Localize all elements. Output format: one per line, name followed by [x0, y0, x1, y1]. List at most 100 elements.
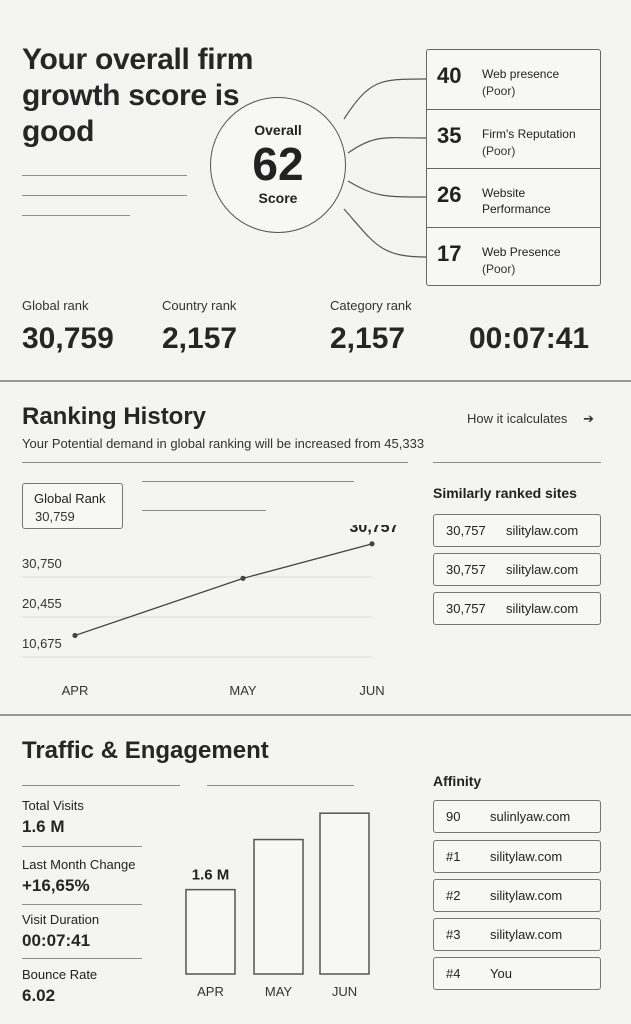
similar-site-row[interactable]: 30,757 silitylaw.com [433, 514, 601, 547]
metric-label: Web Presence [482, 245, 561, 259]
country-rank-value: 2,157 [162, 322, 238, 355]
metric-value: 26 [437, 182, 462, 207]
series-line [74, 543, 373, 637]
x-tick-label: MAY [229, 683, 257, 698]
metric-value: 40 [437, 63, 462, 88]
page-title: Your overall firm growth score is good [22, 43, 254, 148]
score-sub-label: Score [258, 190, 298, 206]
divider [22, 958, 142, 959]
metric-label: Firm's Reputation [482, 127, 576, 141]
bar [185, 888, 236, 975]
ranking-line-chart: 30,750 20,455 10,675 30,757 APR MAY JUN [22, 525, 399, 698]
metric-status: (Poor) [482, 144, 516, 158]
metric-label: Website Performance [482, 186, 551, 216]
affinity-site: silitylaw.com [490, 927, 563, 942]
stat-value: 1.6 M [22, 817, 65, 836]
metric-web-presence-2[interactable]: 17 Web Presence (Poor) [427, 227, 600, 286]
x-tick-label: MAY [265, 984, 293, 999]
similar-sites-title: Similarly ranked sites [433, 485, 577, 501]
affinity-rank: 90 [446, 809, 461, 824]
card-title: Global Rank [34, 491, 106, 506]
y-tick-label: 20,455 [22, 596, 62, 611]
overall-score-gauge: Overall 62 Score [210, 97, 346, 233]
metric-web-presence[interactable]: 40 Web presence (Poor) [427, 50, 600, 109]
affinity-site: You [490, 966, 512, 981]
data-point [240, 575, 246, 581]
divider [142, 510, 266, 511]
data-label: 1.6 M [192, 867, 230, 884]
ranking-subtitle: Your Potential demand in global ranking … [22, 436, 425, 451]
affinity-site: silitylaw.com [490, 888, 563, 903]
section-title-traffic: Traffic & Engagement [22, 737, 269, 764]
stat-label: Last Month Change [22, 857, 136, 872]
y-tick-label: 10,675 [22, 636, 62, 651]
site-domain: silitylaw.com [506, 601, 579, 616]
global-rank-label: Global rank [22, 298, 89, 313]
x-tick-label: JUN [332, 984, 357, 999]
x-tick-label: APR [197, 984, 224, 999]
divider [22, 904, 142, 905]
how-it-calculates-link[interactable]: How it icalculates ➔ [467, 411, 594, 427]
affinity-row[interactable]: #1 silitylaw.com [433, 840, 601, 873]
site-rank: 30,757 [446, 562, 486, 577]
affinity-row[interactable]: #2 silitylaw.com [433, 879, 601, 912]
global-rank-card: Global Rank 30,759 [22, 483, 123, 529]
metric-website-performance[interactable]: 26 Website Performance [427, 168, 600, 227]
affinity-title: Affinity [433, 773, 482, 789]
data-point [369, 541, 375, 547]
stat-label: Total Visits [22, 798, 84, 813]
divider [207, 785, 354, 786]
section-divider [0, 380, 631, 382]
x-tick-label: JUN [359, 683, 384, 698]
stat-value: 00:07:41 [22, 931, 91, 950]
score-connectors [343, 78, 427, 258]
affinity-site: sulinlyaw.com [490, 809, 571, 824]
y-tick-label: 30,750 [22, 556, 62, 571]
divider [142, 481, 354, 482]
bar [253, 838, 304, 975]
metric-status: (Poor) [482, 84, 516, 98]
time-value: 00:07:41 [469, 322, 590, 355]
similar-site-row[interactable]: 30,757 silitylaw.com [433, 592, 601, 625]
category-rank-label: Category rank [330, 298, 412, 313]
score-value: 62 [252, 138, 304, 190]
stat-value: +16,65% [22, 876, 90, 895]
affinity-rank: #1 [446, 849, 461, 864]
metric-status: (Poor) [482, 262, 516, 276]
country-rank-label: Country rank [162, 298, 237, 313]
affinity-row[interactable]: #3 silitylaw.com [433, 918, 601, 951]
site-domain: silitylaw.com [506, 523, 579, 538]
metric-value: 17 [437, 241, 462, 266]
affinity-rank: #3 [446, 927, 461, 942]
x-tick-label: APR [62, 683, 89, 698]
global-rank-value: 30,759 [22, 322, 114, 355]
divider [22, 175, 187, 176]
metric-firm-reputation[interactable]: 35 Firm's Reputation (Poor) [427, 109, 600, 168]
site-rank: 30,757 [446, 601, 486, 616]
how-it-calculates-label: How it icalculates [467, 411, 568, 426]
score-breakdown: 40 Web presence (Poor) 35 Firm's Reputat… [426, 49, 601, 286]
arrow-right-icon: ➔ [583, 411, 594, 426]
affinity-row[interactable]: 90 sulinlyaw.com [433, 800, 601, 833]
divider [22, 785, 180, 786]
stat-label: Visit Duration [22, 912, 100, 927]
category-rank-value: 2,157 [330, 322, 406, 355]
stat-label: Bounce Rate [22, 967, 98, 982]
score-label: Overall [254, 122, 302, 138]
divider [433, 462, 601, 463]
site-domain: silitylaw.com [506, 562, 579, 577]
affinity-site: silitylaw.com [490, 849, 563, 864]
affinity-rank: #4 [446, 966, 461, 981]
metric-label: Web presence [482, 67, 560, 81]
divider [22, 195, 187, 196]
section-divider [0, 714, 631, 716]
stat-value: 6.02 [22, 986, 56, 1005]
affinity-row[interactable]: #4 You [433, 957, 601, 990]
affinity-rank: #2 [446, 888, 461, 903]
bar [319, 812, 370, 975]
similar-site-row[interactable]: 30,757 silitylaw.com [433, 553, 601, 586]
traffic-bar-chart: APR MAY JUN 1.6 M [185, 812, 370, 999]
data-point [72, 632, 78, 639]
divider [22, 846, 142, 847]
metric-value: 35 [437, 123, 462, 148]
